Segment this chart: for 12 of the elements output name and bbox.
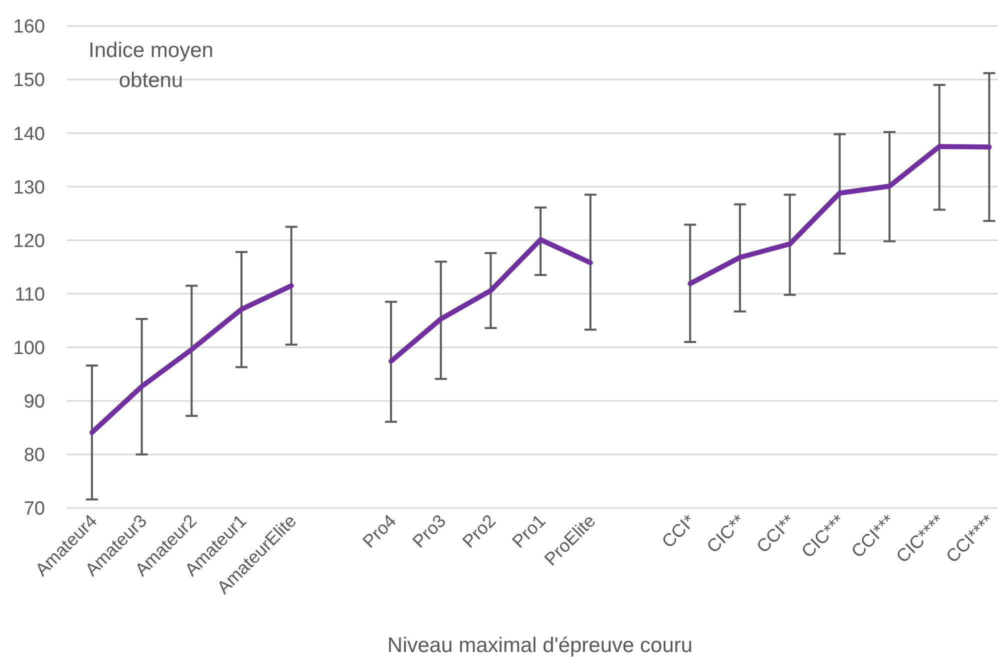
- y-tick-label: 100: [13, 338, 45, 359]
- y-tick-label: 90: [24, 392, 45, 413]
- x-axis-title: Niveau maximal d'épreuve couru: [387, 634, 693, 657]
- y-tick-label: 160: [13, 16, 45, 38]
- y-tick-label: 110: [14, 284, 45, 306]
- y-tick-label: 130: [13, 177, 45, 198]
- y-tick-label: 80: [24, 445, 45, 466]
- y-tick-label: 120: [13, 230, 45, 252]
- y-tick-label: 70: [24, 498, 45, 520]
- y-tick-label: 150: [13, 70, 45, 92]
- y-axis-title: Indice moyen obtenu: [88, 39, 214, 92]
- y-tick-label: 140: [13, 124, 45, 145]
